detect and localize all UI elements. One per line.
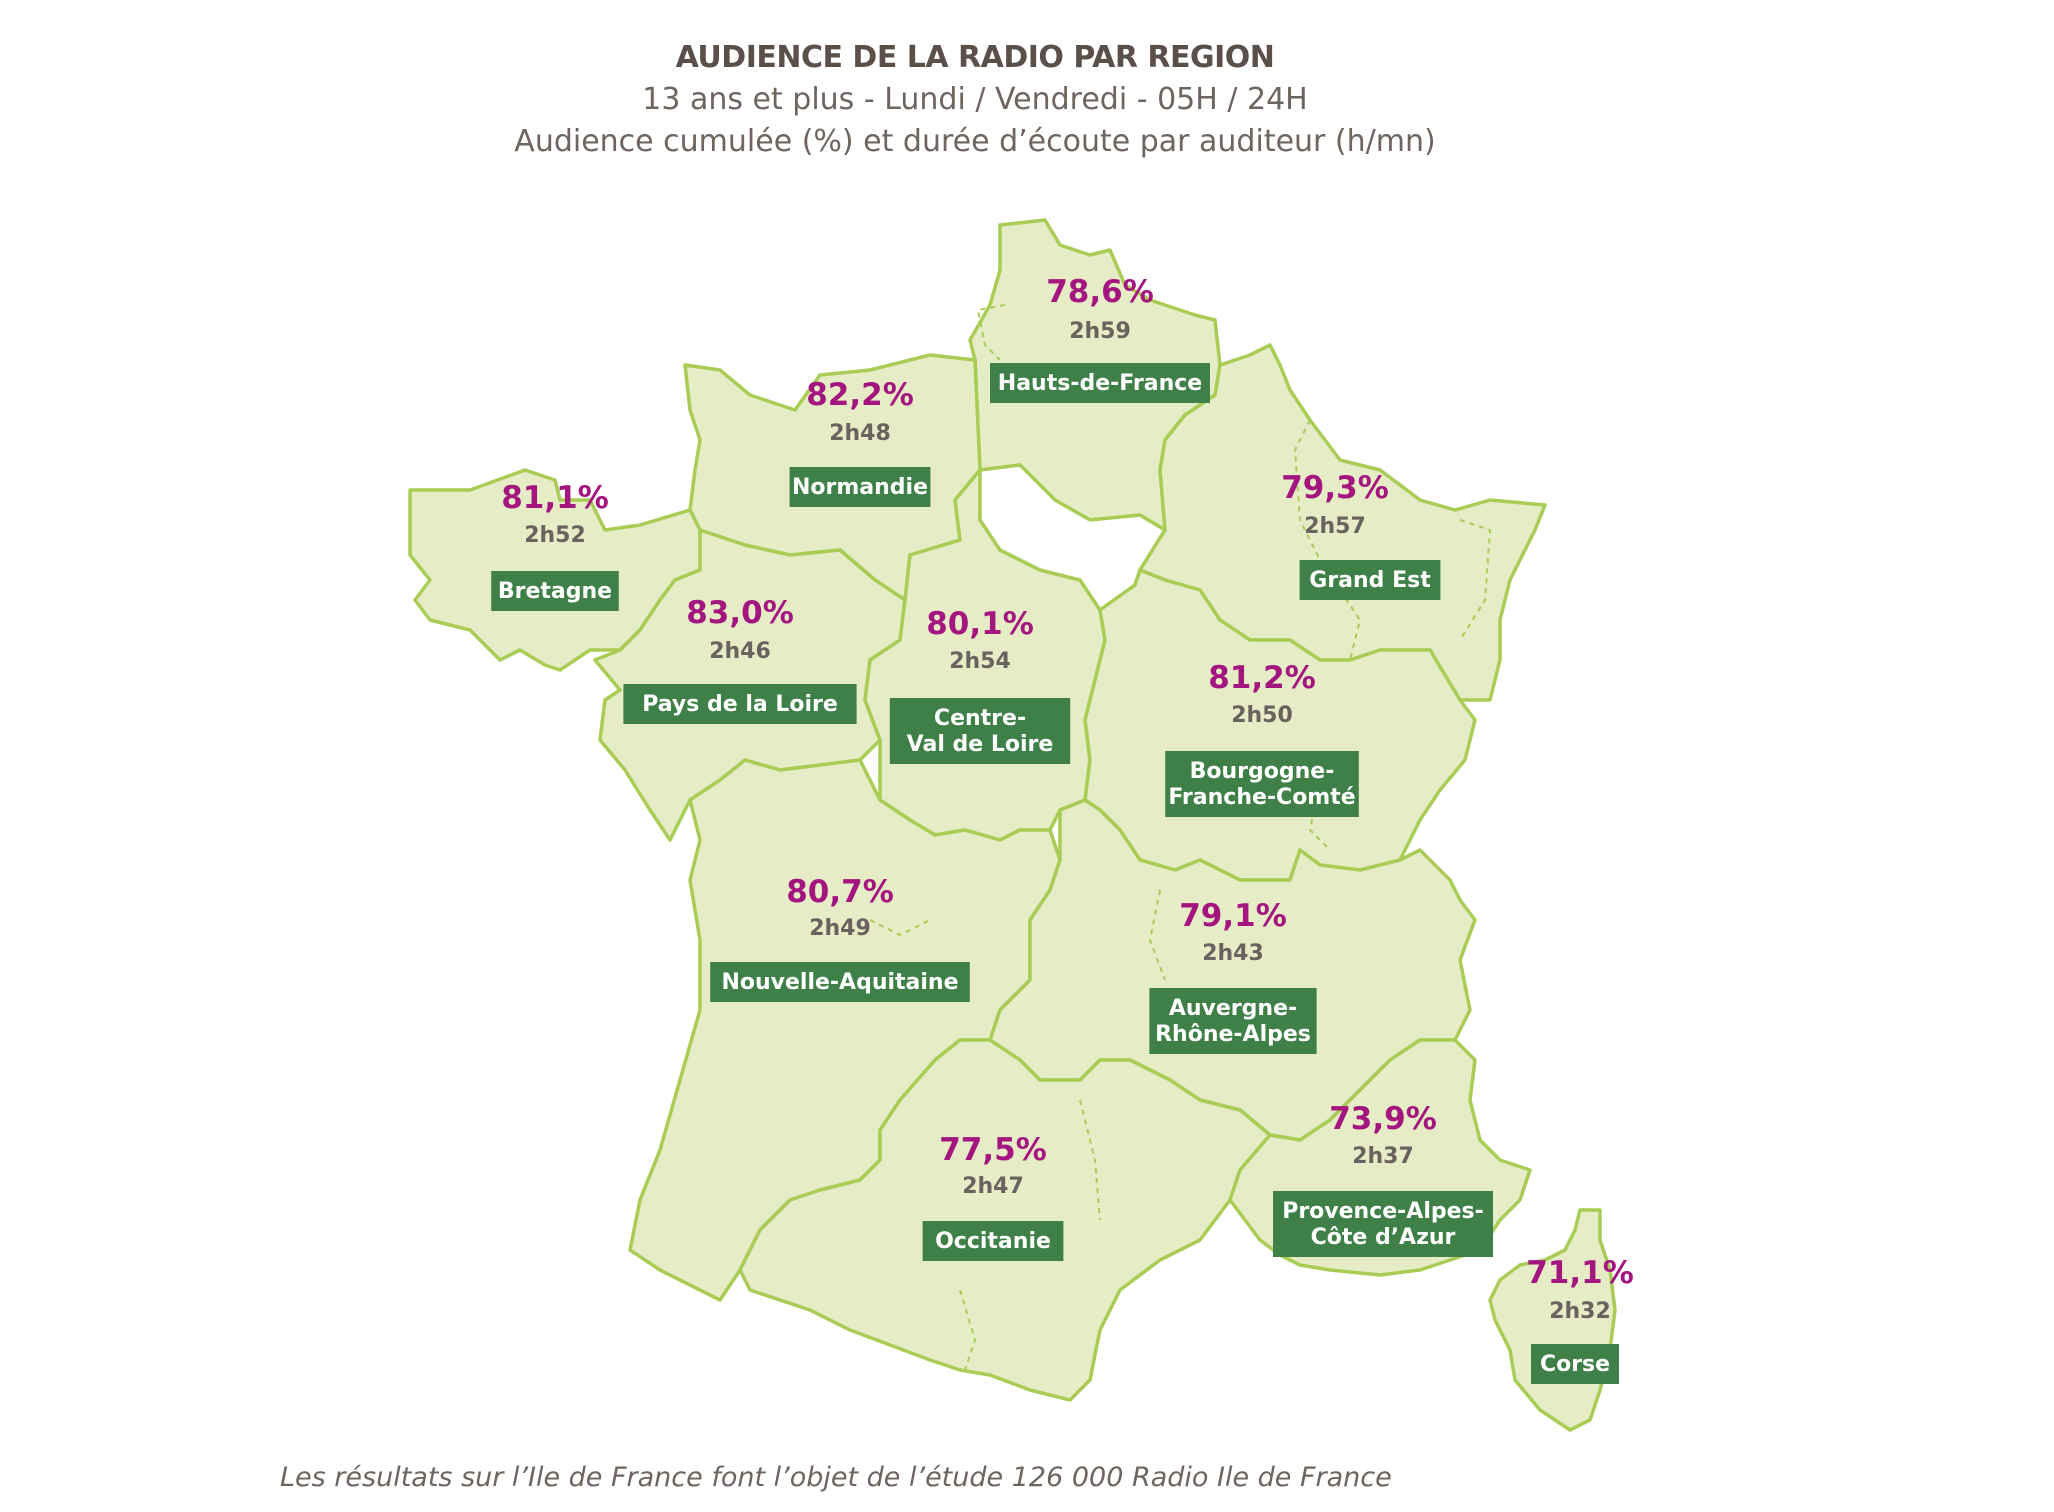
listening-duration: 2h37	[1352, 1144, 1414, 1169]
audience-value: 71,1%	[1526, 1255, 1634, 1291]
listening-duration: 2h57	[1304, 514, 1366, 539]
region-label-corse: 71,1% 2h32 Corse	[1526, 1255, 1634, 1384]
region-name: Côte d’Azur	[1311, 1225, 1456, 1250]
region-name: Val de Loire	[907, 732, 1054, 757]
listening-duration: 2h48	[829, 421, 891, 446]
region-name-badge	[789, 467, 931, 507]
region-name: Franche-Comté	[1168, 785, 1355, 810]
region-name: Rhône-Alpes	[1155, 1022, 1311, 1047]
region-labels: 78,6% 2h59 Hauts-de-France 82,2% 2h48 Normand…	[491, 274, 1634, 1384]
region-name-badge	[1165, 751, 1359, 817]
region-label-grand-est: 79,3% 2h57 Grand Est	[1281, 470, 1441, 600]
region-name-badge	[990, 363, 1210, 403]
region-label-centre-val-de-loire: 80,1% 2h54 Centre-Val de Loire	[889, 606, 1071, 764]
department-border	[976, 304, 1006, 361]
audience-value: 80,7%	[786, 874, 894, 910]
region-name: Centre-	[934, 706, 1026, 731]
listening-duration: 2h49	[809, 916, 871, 941]
region-label-bretagne: 81,1% 2h52 Bretagne	[491, 480, 619, 611]
region-label-hauts-de-france: 78,6% 2h59 Hauts-de-France	[990, 274, 1210, 403]
audience-value: 78,6%	[1046, 274, 1154, 310]
region-name: Normandie	[792, 475, 928, 500]
department-border	[959, 1289, 977, 1371]
region-name: Bourgogne-	[1190, 759, 1335, 784]
region-label-occitanie: 77,5% 2h47 Occitanie	[922, 1132, 1064, 1261]
region-name-badge	[491, 571, 619, 611]
listening-duration: 2h46	[709, 639, 771, 664]
region-name: Occitanie	[935, 1229, 1051, 1254]
region-name: Corse	[1540, 1352, 1610, 1377]
map-subtitle-population: 13 ans et plus - Lundi / Vendredi - 05H …	[642, 82, 1308, 117]
region-name: Hauts-de-France	[998, 371, 1202, 396]
region-name-badge	[1531, 1344, 1619, 1384]
audience-value: 81,2%	[1208, 660, 1316, 696]
department-border	[1308, 779, 1331, 851]
audience-value: 73,9%	[1329, 1101, 1437, 1137]
audience-value: 80,1%	[926, 606, 1034, 642]
region-label-pays-de-la-loire: 83,0% 2h46 Pays de la Loire	[623, 595, 857, 724]
footnote: Les résultats sur l’Ile de France font l…	[280, 1462, 1392, 1493]
department-border	[1148, 889, 1166, 981]
region-label-provence-alpes-cote-d-azur: 73,9% 2h37 Provence-Alpes-Côte d’Azur	[1273, 1101, 1493, 1257]
region-label-normandie: 82,2% 2h48 Normandie	[789, 377, 931, 507]
region-name-badge	[1273, 1191, 1493, 1257]
listening-duration: 2h59	[1069, 319, 1131, 344]
region-name: Bretagne	[498, 579, 612, 604]
region-name-badge	[623, 684, 857, 724]
region-name-badge	[1149, 988, 1317, 1054]
listening-duration: 2h43	[1202, 941, 1264, 966]
region-name: Nouvelle-Aquitaine	[721, 970, 958, 995]
department-border	[869, 919, 931, 937]
region-name-badge	[889, 698, 1071, 764]
region-name: Grand Est	[1309, 568, 1431, 593]
region-name: Pays de la Loire	[642, 692, 838, 717]
map-subtitle-metrics: Audience cumulée (%) et durée d’écoute p…	[514, 124, 1436, 159]
listening-duration: 2h32	[1549, 1299, 1611, 1324]
audience-value: 79,1%	[1179, 898, 1287, 934]
region-name: Auvergne-	[1169, 996, 1297, 1021]
listening-duration: 2h54	[949, 649, 1011, 674]
audience-value: 81,1%	[501, 480, 609, 516]
audience-value: 82,2%	[806, 377, 914, 413]
map-title: AUDIENCE DE LA RADIO PAR REGION	[675, 40, 1275, 75]
region-name-badge	[1299, 560, 1441, 600]
listening-duration: 2h50	[1231, 703, 1293, 728]
region-label-nouvelle-aquitaine: 80,7% 2h49 Nouvelle-Aquitaine	[710, 874, 970, 1002]
region-label-auvergne-rhone-alpes: 79,1% 2h43 Auvergne-Rhône-Alpes	[1149, 898, 1317, 1054]
region-name-badge	[710, 962, 970, 1002]
listening-duration: 2h47	[962, 1174, 1024, 1199]
department-border	[1079, 1099, 1101, 1221]
audience-value: 77,5%	[939, 1132, 1047, 1168]
audience-value: 79,3%	[1281, 470, 1389, 506]
audience-value: 83,0%	[686, 595, 794, 631]
region-label-bourgogne-franche-comte: 81,2% 2h50 Bourgogne-Franche-Comté	[1165, 660, 1359, 817]
region-name-badge	[922, 1221, 1064, 1261]
region-name: Provence-Alpes-	[1282, 1199, 1484, 1224]
listening-duration: 2h52	[524, 523, 586, 548]
